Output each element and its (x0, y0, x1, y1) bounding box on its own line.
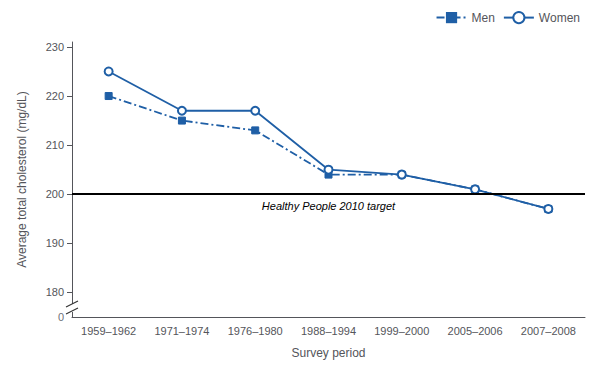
svg-text:190: 190 (46, 237, 64, 249)
svg-text:1999–2000: 1999–2000 (374, 325, 429, 337)
svg-text:1959–1962: 1959–1962 (81, 325, 136, 337)
svg-text:200: 200 (46, 188, 64, 200)
svg-text:180: 180 (46, 286, 64, 298)
svg-text:Average total cholesterol (mg/: Average total cholesterol (mg/dL) (15, 91, 29, 268)
svg-text:Women: Women (539, 11, 580, 25)
svg-text:2007–2008: 2007–2008 (521, 325, 576, 337)
svg-text:1976–1980: 1976–1980 (228, 325, 283, 337)
svg-text:Men: Men (472, 11, 495, 25)
svg-text:0: 0 (58, 311, 64, 323)
svg-text:1988–1994: 1988–1994 (301, 325, 356, 337)
svg-text:Healthy People 2010 target: Healthy People 2010 target (262, 200, 396, 212)
svg-text:2005–2006: 2005–2006 (448, 325, 503, 337)
svg-text:210: 210 (46, 139, 64, 151)
svg-text:1971–1974: 1971–1974 (154, 325, 209, 337)
svg-text:Survey period: Survey period (291, 346, 365, 360)
svg-text:220: 220 (46, 90, 64, 102)
svg-text:230: 230 (46, 41, 64, 53)
